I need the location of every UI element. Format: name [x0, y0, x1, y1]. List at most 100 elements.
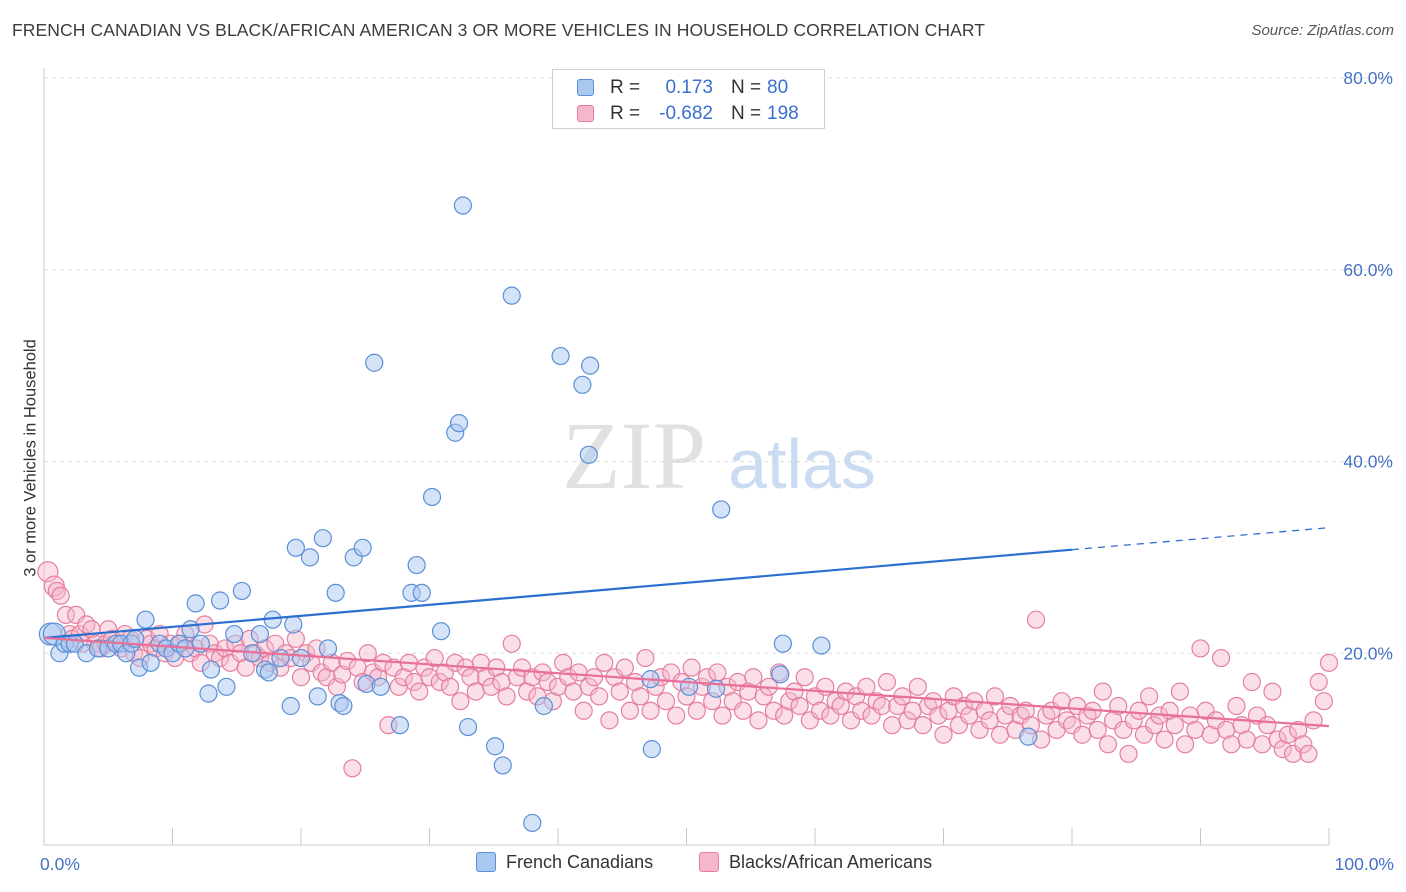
point-blacks-african-americans [985, 687, 1005, 706]
legend-n-value: 80 [767, 77, 789, 98]
point-french-canadians [136, 610, 155, 629]
gridlines [44, 77, 1392, 654]
point-french-canadians [318, 639, 338, 658]
point-french-canadians [579, 445, 598, 464]
point-blacks-african-americans [51, 586, 70, 605]
legend-swatch-pink [577, 105, 594, 122]
point-blacks-african-americans [1155, 730, 1174, 749]
source-label: Source: ZipAtlas.com [1251, 22, 1394, 39]
point-blacks-african-americans [872, 696, 891, 716]
point-blacks-african-americans [1026, 610, 1046, 629]
point-blacks-african-americans [1253, 735, 1272, 754]
point-blacks-african-americans [1165, 716, 1184, 735]
point-french-canadians [534, 696, 553, 716]
point-french-canadians [281, 696, 300, 716]
point-blacks-african-americans [924, 692, 943, 711]
point-blacks-african-americans [785, 682, 804, 701]
point-blacks-african-americans [1170, 682, 1190, 701]
point-blacks-african-americans [980, 711, 999, 730]
point-blacks-african-americans [1227, 696, 1246, 716]
point-french-canadians [422, 487, 442, 507]
point-french-canadians [313, 529, 332, 548]
point-blacks-african-americans [641, 701, 660, 720]
point-french-canadians [365, 353, 384, 372]
point-blacks-african-americans [990, 725, 1010, 744]
point-blacks-african-americans [590, 687, 609, 706]
x-tick-label: 0.0% [40, 854, 80, 874]
point-blacks-african-americans [1129, 701, 1148, 720]
point-blacks-african-americans [451, 692, 470, 711]
point-blacks-african-americans [343, 759, 362, 778]
point-blacks-african-americans [1299, 744, 1318, 764]
trend-lines [43, 527, 1330, 728]
point-blacks-african-americans [795, 668, 814, 687]
point-blacks-african-americans [913, 716, 933, 735]
point-blacks-african-americans [430, 672, 449, 692]
point-french-canadians [232, 581, 251, 601]
bottom-legend-swatch-blue [476, 852, 496, 872]
point-blacks-african-americans [903, 701, 922, 720]
point-blacks-african-americans [333, 665, 352, 684]
point-blacks-african-americans [1237, 730, 1256, 749]
point-blacks-african-americans [882, 716, 902, 735]
point-french-canadians [712, 500, 731, 519]
point-french-canadians [259, 663, 278, 682]
point-french-canadians [573, 375, 592, 394]
point-french-canadians [284, 615, 303, 634]
point-blacks-african-americans [764, 701, 783, 720]
point-blacks-african-americans [811, 701, 830, 720]
point-blacks-african-americans [410, 682, 429, 701]
point-blacks-african-americans [502, 634, 521, 653]
point-blacks-african-americans [610, 682, 629, 701]
point-blacks-african-americans [733, 701, 753, 720]
point-blacks-african-americans [1278, 725, 1297, 744]
legend-swatch-blue [577, 79, 594, 96]
point-blacks-african-americans [1314, 692, 1333, 711]
point-french-canadians [390, 716, 410, 735]
point-blacks-african-americans [1263, 682, 1282, 701]
point-blacks-african-americans [852, 701, 871, 720]
x-tick-label: 100.0% [1335, 854, 1394, 874]
point-blacks-african-americans [497, 687, 516, 706]
bottom-legend-blacks-african-americans: Blacks/African Americans [699, 852, 932, 873]
point-blacks-african-americans [482, 677, 501, 696]
legend-r-label: R = [610, 77, 641, 98]
point-blacks-african-americans [620, 701, 640, 720]
point-blacks-african-americans [461, 668, 480, 687]
point-blacks-african-americans [1242, 672, 1262, 692]
point-french-canadians [371, 677, 390, 696]
point-french-canadians [300, 548, 320, 567]
point-french-canadians [334, 696, 353, 716]
point-french-canadians [201, 660, 221, 679]
point-french-canadians [812, 636, 831, 655]
point-blacks-african-americans [682, 658, 701, 677]
legend-r-value: -0.682 [659, 103, 713, 124]
point-french-canadians [502, 286, 521, 305]
point-blacks-african-americans [996, 706, 1015, 725]
point-blacks-african-americans [1309, 672, 1328, 692]
point-blacks-african-americans [440, 677, 460, 696]
point-blacks-african-americans [1222, 735, 1241, 754]
bottom-legend-label: French Canadians [506, 852, 654, 872]
legend-n-label: N = [731, 103, 762, 124]
tick-labels: 20.0% 40.0% 60.0% 80.0% 0.0% 100.0% [40, 68, 1394, 874]
point-french-canadians [551, 346, 570, 366]
point-blacks-african-americans [1139, 687, 1159, 706]
point-blacks-african-americans [1258, 716, 1277, 735]
point-french-canadians [523, 813, 542, 833]
point-blacks-african-americans [749, 711, 768, 730]
point-blacks-african-americans [584, 668, 604, 687]
point-blacks-african-americans [1294, 735, 1313, 754]
point-blacks-african-americans [631, 687, 650, 706]
point-blacks-african-americans [564, 682, 583, 701]
point-blacks-african-americans [877, 672, 897, 692]
point-blacks-african-americans [908, 677, 927, 696]
point-french-canadians [771, 665, 790, 684]
point-blacks-african-americans [744, 668, 763, 687]
point-blacks-african-americans [1109, 696, 1128, 716]
bottom-legend-french-canadians: French Canadians [476, 852, 653, 873]
point-french-canadians [431, 622, 451, 641]
point-french-canadians [250, 624, 269, 644]
point-french-canadians [326, 583, 345, 602]
point-french-canadians [291, 648, 311, 668]
